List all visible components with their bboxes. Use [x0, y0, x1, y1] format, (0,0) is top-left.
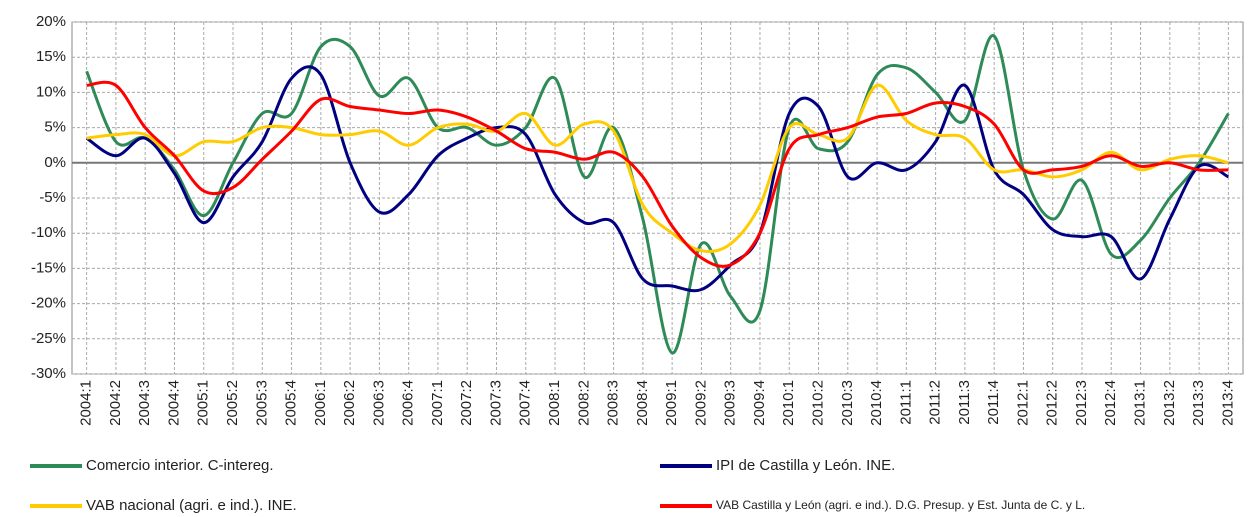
y-tick-label: -30%	[31, 365, 66, 382]
x-tick-label: 2010:1	[780, 380, 797, 426]
x-tick-label: 2011:1	[897, 380, 914, 425]
series-line	[86, 80, 1229, 268]
x-tick-label: 2009:1	[663, 380, 680, 426]
x-tick-label: 2004:3	[136, 380, 153, 426]
x-tick-label: 2010:3	[839, 380, 856, 426]
x-tick-label: 2006:3	[370, 380, 387, 426]
x-tick-label: 2011:4	[985, 380, 1002, 425]
x-tick-label: 2004:2	[107, 380, 124, 426]
x-tick-label: 2012:2	[1044, 380, 1061, 426]
x-tick-label: 2008:1	[546, 380, 563, 426]
legend-label: VAB Castilla y León (agri. e ind.). D.G.…	[716, 498, 1085, 512]
x-tick-label: 2012:3	[1073, 380, 1090, 426]
x-tick-label: 2013:3	[1190, 380, 1207, 426]
y-tick-label: -20%	[31, 295, 66, 312]
y-tick-label: 5%	[44, 119, 66, 136]
x-tick-label: 2006:4	[400, 380, 417, 426]
x-tick-label: 2006:2	[341, 380, 358, 426]
x-tick-label: 2007:1	[429, 380, 446, 426]
x-tick-label: 2006:1	[312, 380, 329, 426]
y-tick-label: 0%	[44, 154, 66, 171]
legend-label: VAB nacional (agri. e ind.). INE.	[86, 497, 297, 514]
x-tick-label: 2005:2	[224, 380, 241, 426]
x-tick-label: 2011:2	[927, 380, 944, 425]
x-tick-label: 2007:2	[458, 380, 475, 426]
x-tick-label: 2007:3	[487, 380, 504, 426]
x-tick-label: 2009:4	[751, 380, 768, 426]
x-tick-label: 2008:3	[605, 380, 622, 426]
y-tick-label: -25%	[31, 330, 66, 347]
legend-label: Comercio interior. C-intereg.	[86, 457, 274, 474]
x-tick-label: 2012:4	[1102, 380, 1119, 426]
x-tick-label: 2005:3	[253, 380, 270, 426]
x-tick-label: 2005:4	[283, 380, 300, 426]
x-tick-label: 2013:1	[1132, 380, 1149, 426]
x-tick-label: 2012:1	[1014, 380, 1031, 426]
x-tick-label: 2008:4	[634, 380, 651, 426]
series-line	[85, 34, 1230, 355]
x-tick-label: 2004:4	[165, 380, 182, 426]
legend-label: IPI de Castilla y León. INE.	[716, 457, 895, 474]
x-tick-label: 2008:2	[575, 380, 592, 426]
x-tick-label: 2004:1	[78, 380, 95, 426]
y-tick-label: 20%	[36, 13, 66, 30]
y-tick-label: 10%	[36, 83, 66, 100]
x-tick-label: 2009:2	[692, 380, 709, 426]
y-tick-label: -15%	[31, 259, 66, 276]
y-tick-label: 15%	[36, 48, 66, 65]
x-tick-label: 2007:4	[517, 380, 534, 426]
x-tick-label: 2009:3	[722, 380, 739, 426]
x-tick-label: 2011:3	[956, 380, 973, 425]
y-tick-label: -5%	[39, 189, 66, 206]
x-tick-label: 2005:1	[195, 380, 212, 426]
x-tick-label: 2013:2	[1161, 380, 1178, 426]
x-tick-label: 2010:2	[809, 380, 826, 426]
x-tick-label: 2010:4	[868, 380, 885, 426]
x-tick-label: 2013:4	[1219, 380, 1236, 426]
series-line	[85, 65, 1230, 293]
y-tick-label: -10%	[31, 224, 66, 241]
